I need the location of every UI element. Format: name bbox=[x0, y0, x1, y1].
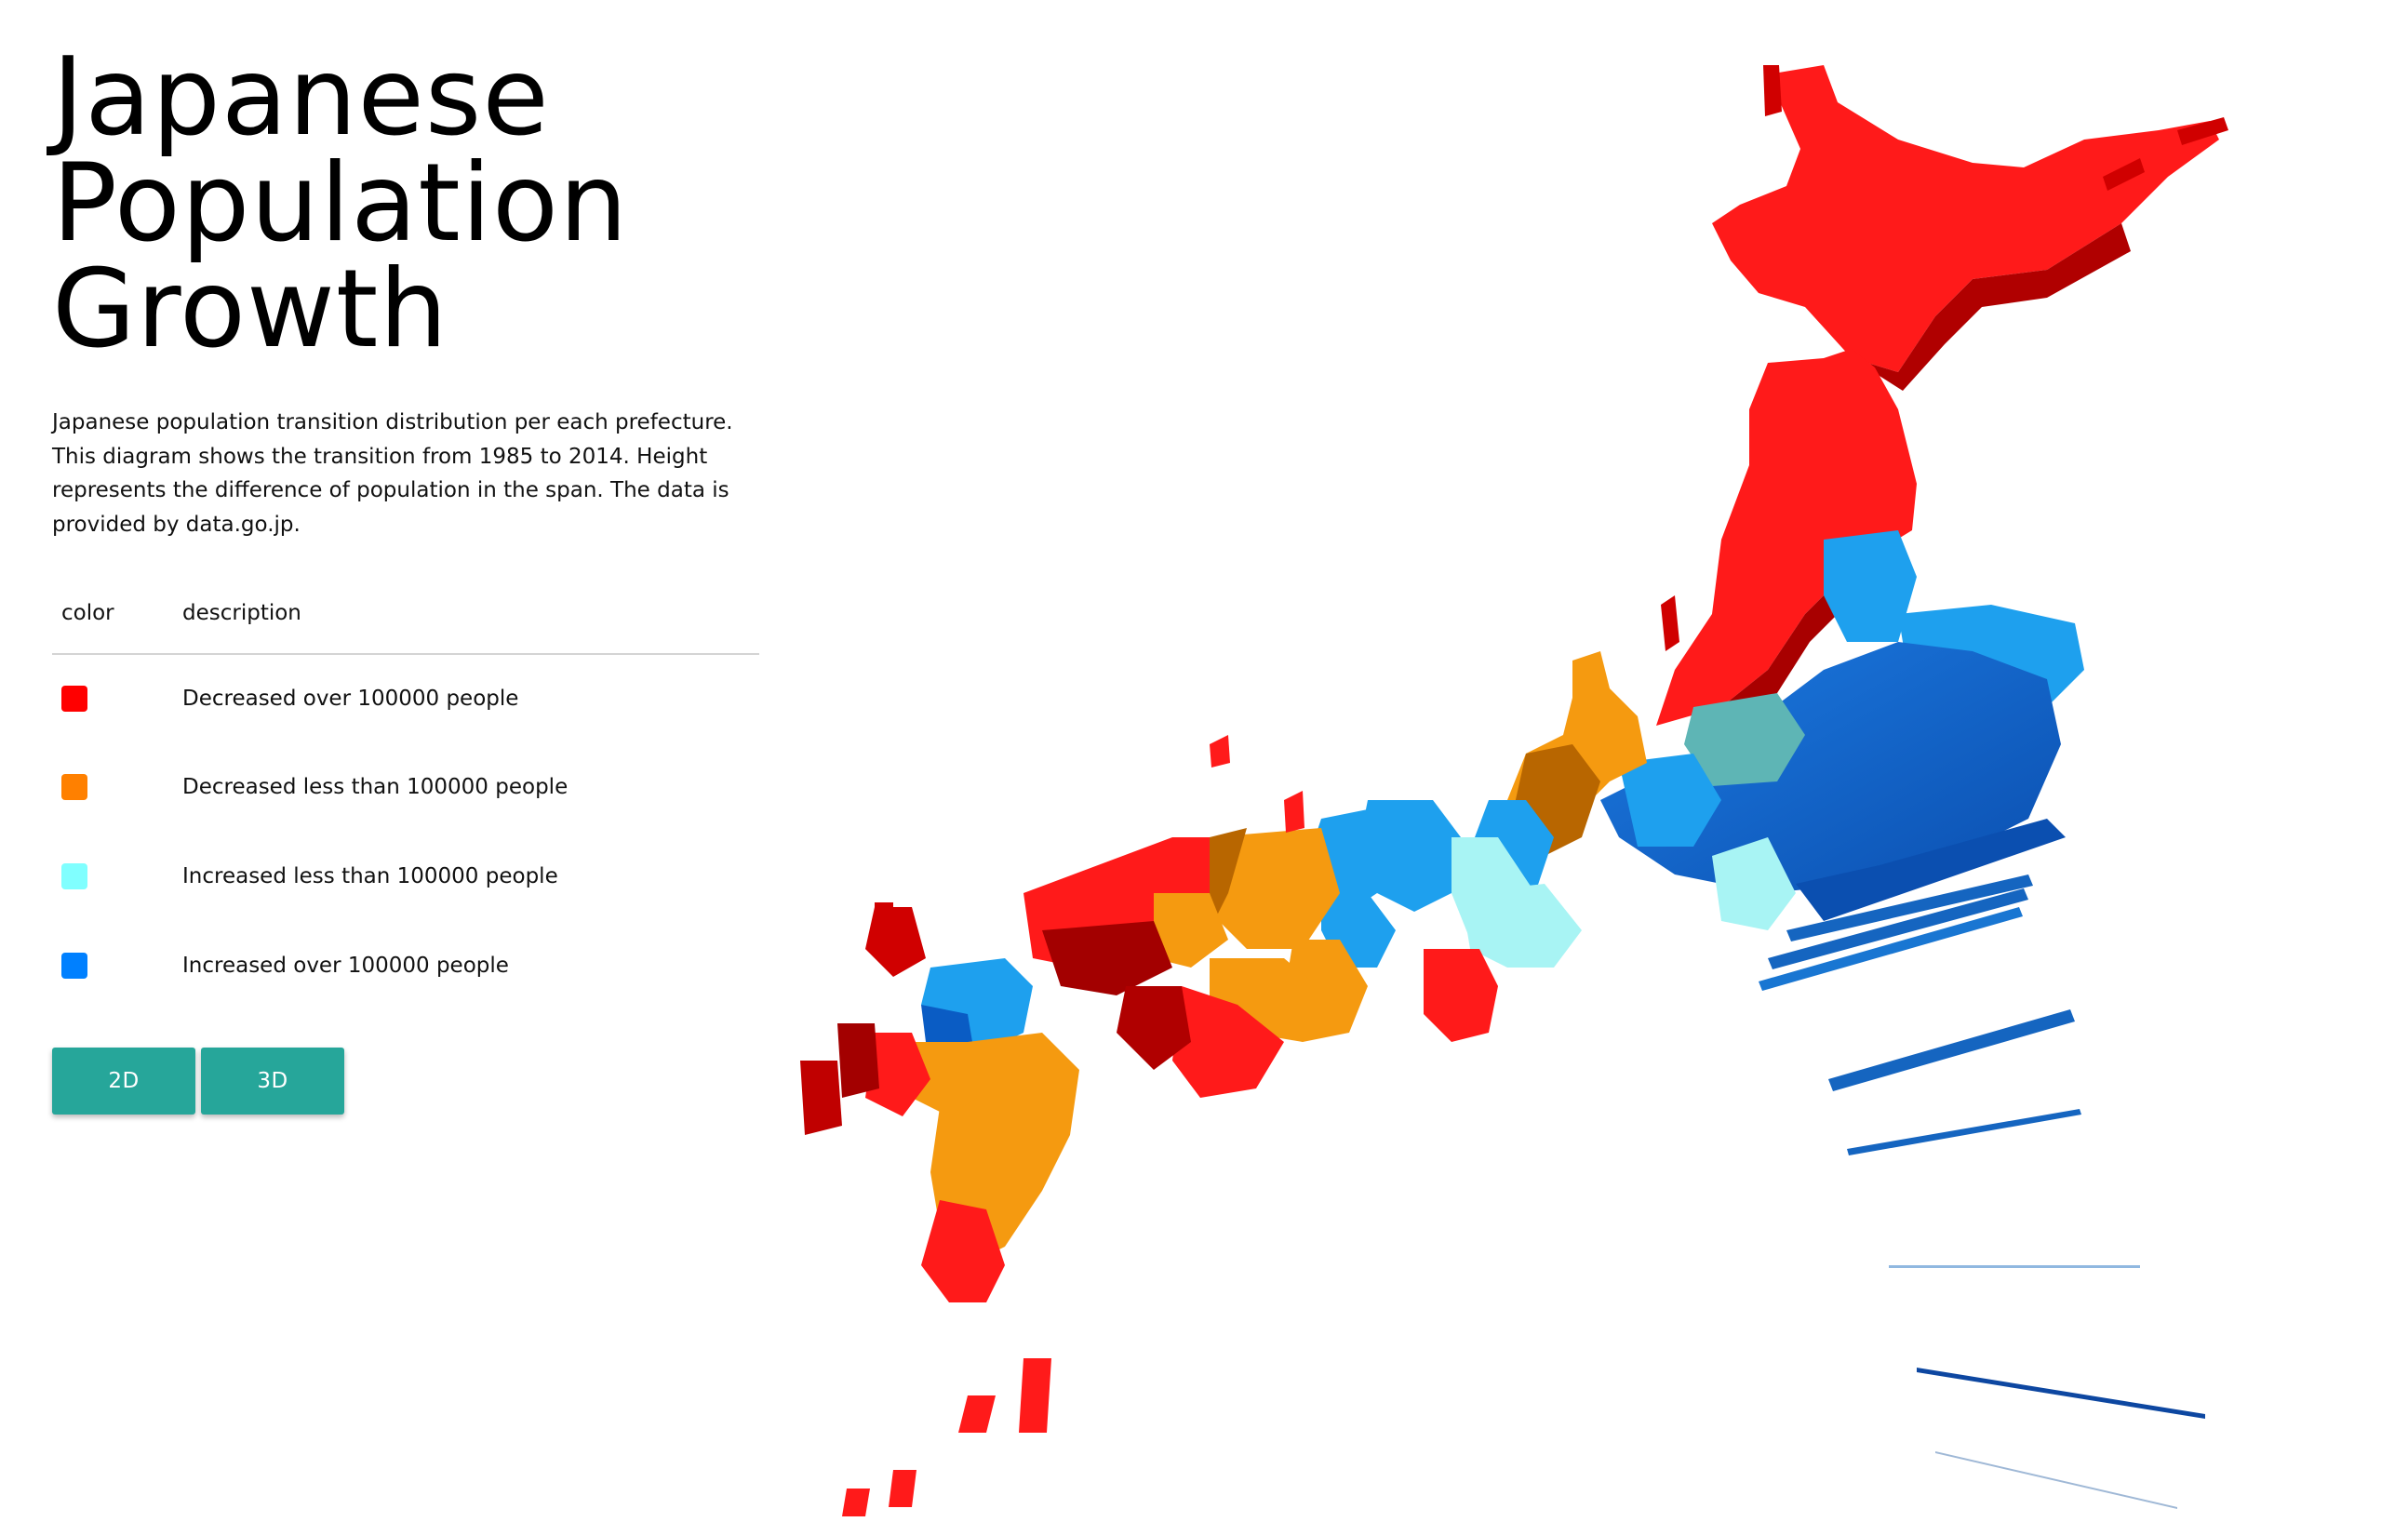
extrusion-side bbox=[1117, 986, 1191, 1070]
view-mode-buttons: 2D 3D bbox=[52, 1048, 759, 1115]
extrusion-line bbox=[1768, 888, 2028, 969]
prefecture-gifu bbox=[1358, 800, 1461, 912]
extrusion-line bbox=[1828, 1009, 2075, 1091]
island-fragment bbox=[2103, 158, 2145, 191]
region-hokkaido bbox=[1712, 65, 2228, 391]
island-fragment bbox=[958, 1395, 996, 1433]
prefecture-tochigi bbox=[1684, 693, 1805, 786]
extrusion-side bbox=[1042, 921, 1172, 995]
extrusion-side bbox=[1796, 819, 2066, 921]
legend-row: Increased over 100000 people bbox=[52, 921, 759, 1010]
island-fragment bbox=[1019, 1358, 1051, 1433]
legend-row: Decreased over 100000 people bbox=[52, 654, 759, 742]
view-3d-button[interactable]: 3D bbox=[201, 1048, 344, 1115]
extrusion-line bbox=[1917, 1368, 2205, 1419]
prefecture-hokkaido bbox=[1712, 65, 2219, 372]
prefecture-kanto-extruded bbox=[1600, 642, 2061, 893]
extrusion-line bbox=[1935, 1451, 2177, 1509]
region-kanto bbox=[1600, 530, 2205, 1509]
region-islands bbox=[842, 735, 1304, 1516]
prefecture-okayama bbox=[1154, 893, 1228, 968]
extrusion-line bbox=[1786, 874, 2033, 941]
legend-header-row: color description bbox=[52, 577, 759, 655]
island-fragment bbox=[1210, 735, 1230, 768]
legend-label: Increased less than 100000 people bbox=[182, 864, 558, 888]
legend-swatch-increased-less bbox=[61, 863, 87, 889]
prefecture-aichi bbox=[1461, 884, 1582, 968]
island-fragment bbox=[1661, 595, 1679, 651]
page-title: Japanese Population Growth bbox=[52, 34, 759, 372]
legend-table: color description Decreased over 100000 … bbox=[52, 577, 759, 1010]
island-fragment bbox=[842, 1489, 870, 1516]
region-kyushu bbox=[800, 902, 1079, 1302]
island-fragment bbox=[1284, 791, 1304, 833]
extrusion-side bbox=[1721, 567, 1856, 730]
prefecture-saitama bbox=[1619, 754, 1721, 847]
prefecture-miyagi bbox=[1824, 530, 1917, 642]
legend-label: Increased over 100000 people bbox=[182, 954, 509, 978]
region-tohoku bbox=[1656, 349, 1917, 730]
legend-label: Decreased over 100000 people bbox=[182, 687, 519, 711]
title-line-1: Japanese bbox=[52, 34, 550, 160]
view-2d-button[interactable]: 2D bbox=[52, 1048, 195, 1115]
legend-header-color: color bbox=[52, 577, 173, 655]
island-fragment bbox=[2177, 117, 2228, 145]
prefecture-hyogo bbox=[1210, 828, 1340, 949]
prefecture-saga bbox=[865, 1033, 930, 1116]
extrusion-side bbox=[837, 1023, 879, 1098]
legend-swatch-decreased-over bbox=[61, 686, 87, 712]
extrusion-line bbox=[1847, 1109, 2081, 1155]
extrusion-line bbox=[1889, 1265, 2140, 1268]
legend-header-description: description bbox=[173, 577, 759, 655]
legend-swatch-decreased-less bbox=[61, 774, 87, 800]
legend-row: Decreased less than 100000 people bbox=[52, 742, 759, 832]
extrusion-side bbox=[1852, 223, 2131, 391]
prefecture-mie bbox=[1424, 949, 1498, 1042]
title-line-2: Population bbox=[52, 140, 629, 266]
island-fragment bbox=[889, 1470, 916, 1507]
region-shikoku bbox=[1117, 958, 1340, 1098]
description: Japanese population transition distribut… bbox=[52, 410, 733, 537]
prefecture-nagasaki bbox=[800, 1061, 842, 1135]
prefecture-kochi bbox=[1172, 986, 1284, 1098]
legend-row: Increased less than 100000 people bbox=[52, 832, 759, 921]
island-fragment bbox=[875, 902, 893, 940]
prefecture-kanagawa bbox=[1712, 837, 1796, 930]
legend-swatch-increased-over bbox=[61, 953, 87, 979]
prefecture-tohoku bbox=[1656, 349, 1917, 726]
prefecture-yamaguchi bbox=[865, 907, 926, 977]
island-fragment bbox=[1763, 65, 1782, 116]
region-chubu bbox=[1358, 651, 1647, 1042]
info-panel: Japanese Population Growth Japanese popu… bbox=[52, 34, 759, 1115]
extrusion-line bbox=[1759, 907, 2023, 991]
prefecture-kagoshima bbox=[921, 1200, 1005, 1302]
title-line-3: Growth bbox=[52, 247, 448, 372]
legend-label: Decreased less than 100000 people bbox=[182, 775, 569, 799]
